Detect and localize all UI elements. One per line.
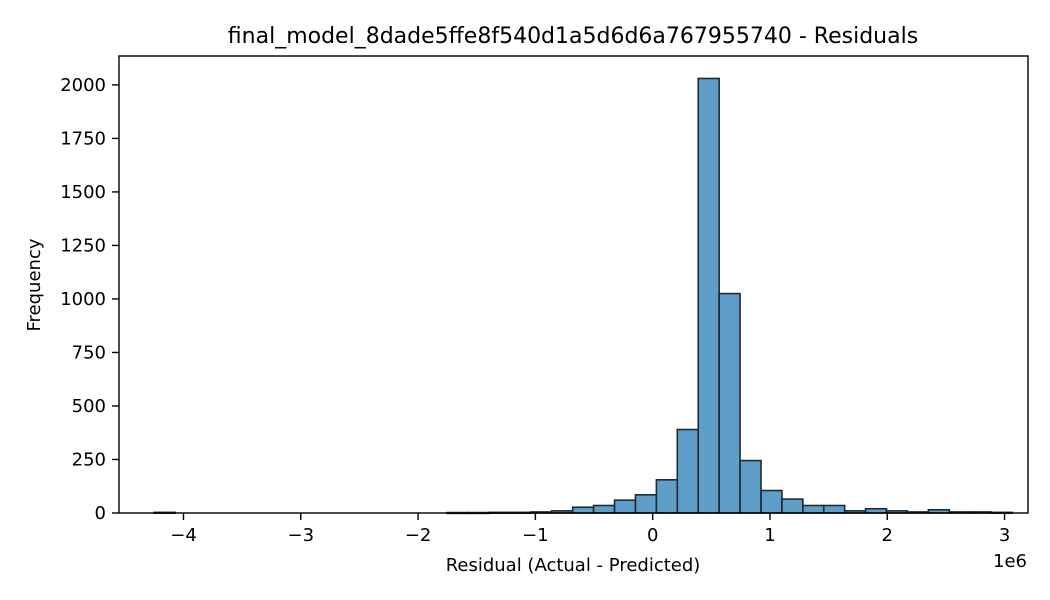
y-tick-label: 1250 — [60, 235, 106, 256]
histogram-bars — [153, 77, 1013, 515]
histogram-bar — [760, 489, 783, 514]
histogram-bar — [697, 77, 720, 514]
x-tick-label: −2 — [405, 525, 432, 546]
histogram-bar — [822, 504, 846, 514]
x-tick-label: −3 — [288, 525, 315, 546]
histogram-bar — [802, 504, 825, 514]
x-tick-label: 0 — [647, 525, 658, 546]
y-axis-label: Frequency — [24, 238, 45, 331]
y-tick-label: 1000 — [60, 289, 106, 310]
histogram-bar — [718, 292, 741, 514]
x-tick-label: −4 — [170, 525, 197, 546]
x-tick-label: −1 — [522, 525, 549, 546]
histogram-bar — [676, 428, 700, 514]
histogram-bar — [634, 494, 658, 514]
histogram-bar — [592, 504, 616, 514]
x-axis-label: Residual (Actual - Predicted) — [446, 555, 701, 576]
histogram-bar — [655, 479, 679, 514]
chart-title: final_model_8dade5ffe8f540d1a5d6d6a76795… — [228, 24, 918, 49]
y-tick-label: 500 — [72, 396, 106, 417]
y-tick-label: 750 — [72, 342, 106, 363]
y-axis-ticks: 0 250 500 750 1000 1250 1500 1750 2000 — [60, 75, 119, 524]
histogram-bar — [613, 499, 637, 514]
y-tick-label: 1500 — [60, 182, 106, 203]
x-tick-label: 3 — [999, 525, 1010, 546]
plot-frame — [118, 55, 1029, 514]
histogram-bar — [739, 459, 762, 514]
y-tick-label: 250 — [72, 449, 106, 470]
histogram-bar — [571, 506, 595, 514]
x-tick-label: 1 — [764, 525, 775, 546]
y-tick-label: 2000 — [60, 75, 106, 96]
y-tick-label: 0 — [95, 503, 106, 524]
x-axis-ticks: −4 −3 −2 −1 0 1 2 3 — [170, 513, 1010, 546]
histogram-bar — [781, 498, 804, 514]
y-tick-label: 1750 — [60, 128, 106, 149]
x-axis-offset-label: 1e6 — [993, 551, 1027, 572]
x-tick-label: 2 — [882, 525, 893, 546]
